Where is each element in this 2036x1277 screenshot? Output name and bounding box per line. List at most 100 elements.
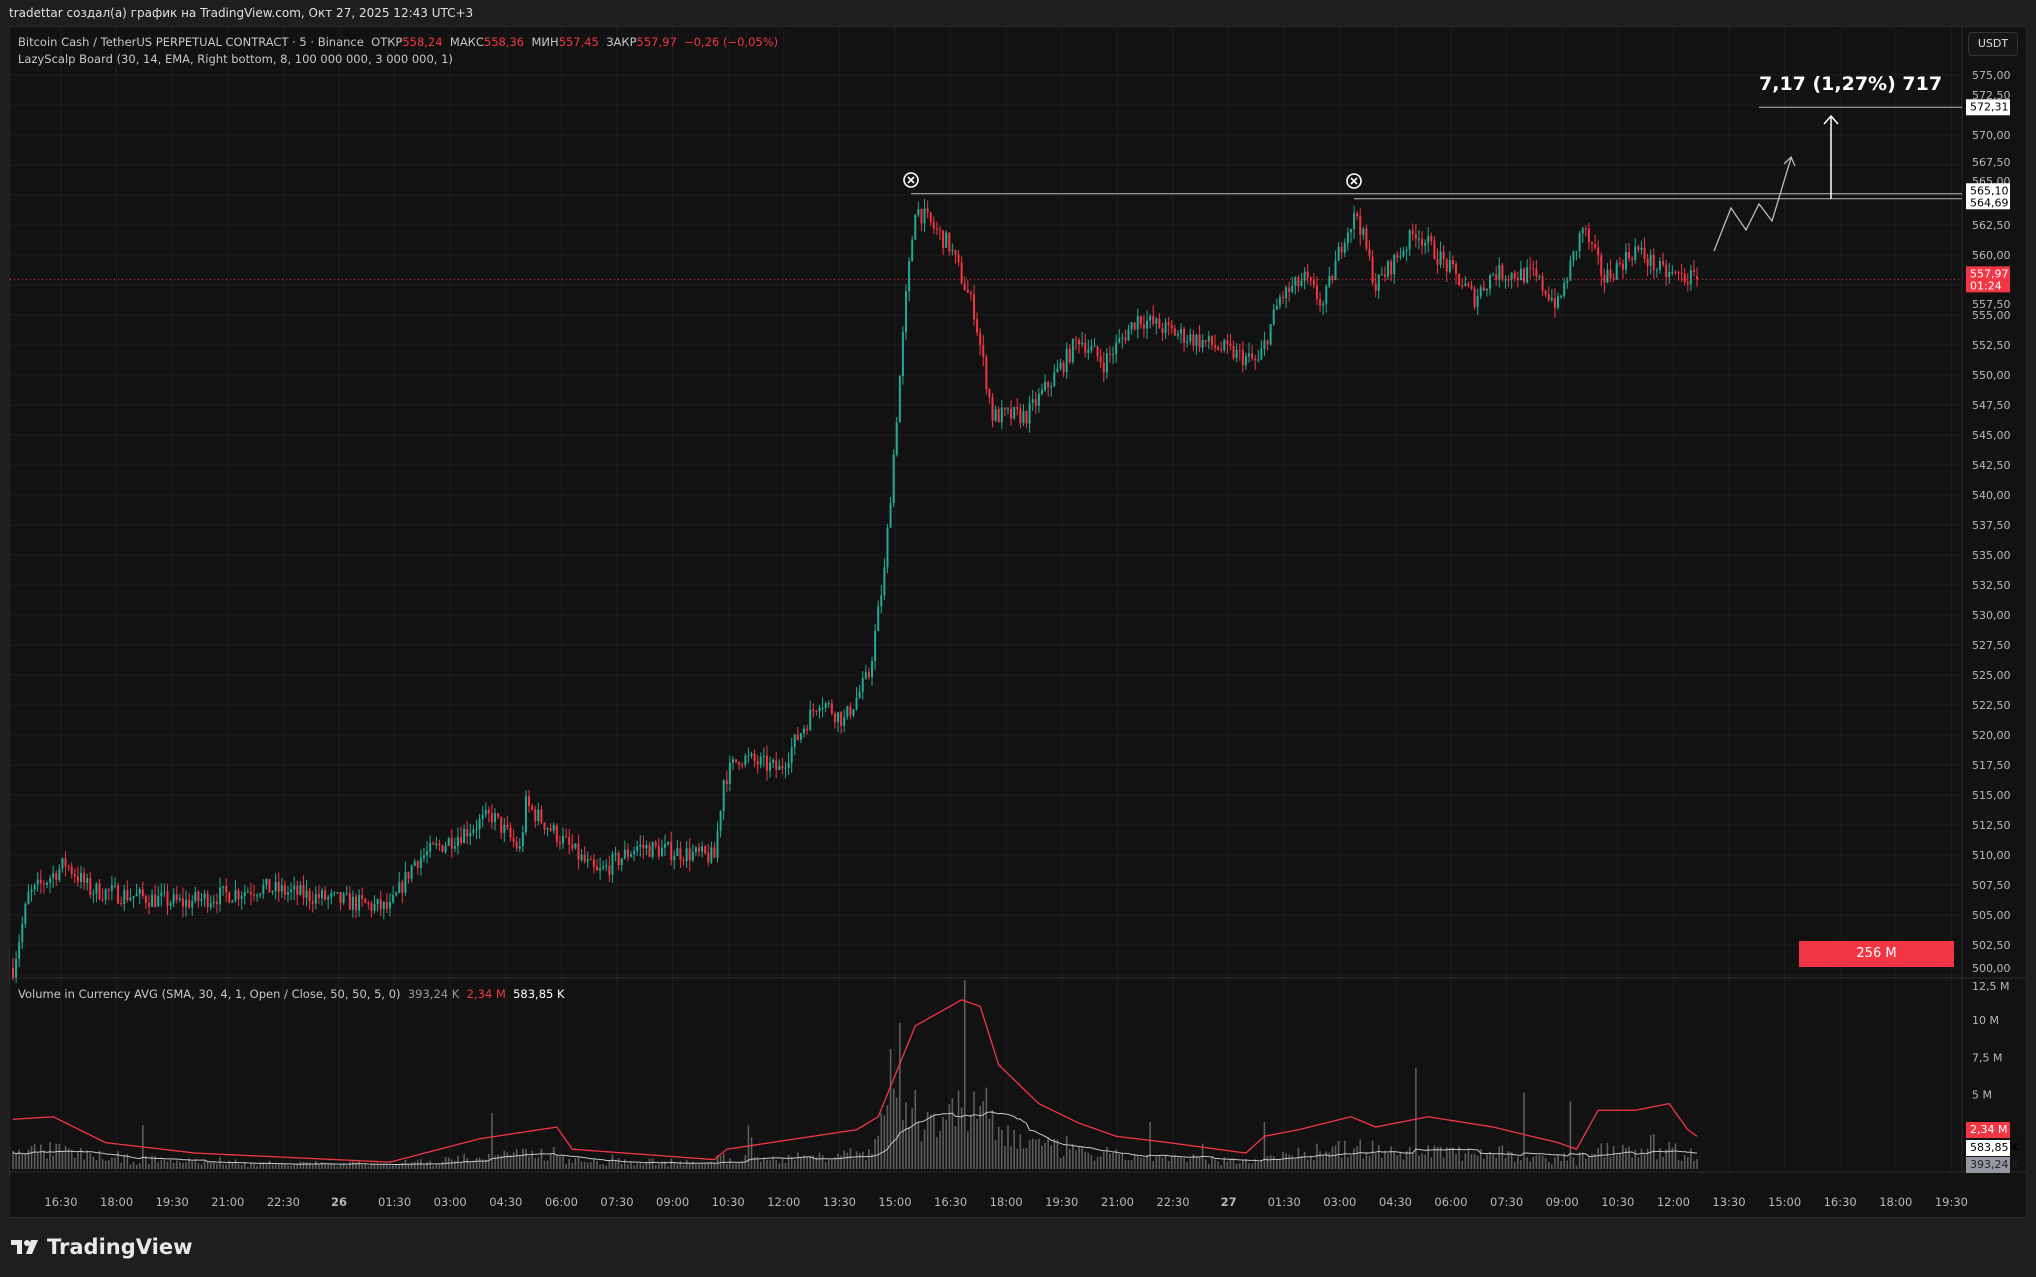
tradingview-logo-icon [11,1240,38,1254]
volume-bar [568,1158,570,1169]
candle-body [256,895,259,897]
candle-body [419,857,422,868]
price-tick-label: 560,00 [1972,249,2011,262]
candle-body [756,760,759,765]
price-tick-label: 540,00 [1972,489,2011,502]
volume-bar [478,1157,481,1169]
volume-bar [416,1160,419,1169]
candle-body [339,892,342,903]
candle-body [1340,247,1343,253]
candle-body [997,409,1000,423]
volume-bar [593,1158,595,1169]
volume-legend[interactable]: Volume in Currency AVG (SMA, 30, 4, 1, O… [18,987,565,1001]
candle-body [1686,282,1689,284]
volume-bar [1387,1153,1389,1169]
volume-bar [206,1160,209,1169]
volume-bar [562,1156,564,1169]
volume-bar [979,1106,981,1169]
candle-body [592,859,595,867]
candle-body [1022,411,1025,424]
volume-bar [1031,1138,1034,1169]
volume-bar [735,1163,737,1169]
candle-body [1649,254,1652,266]
candle-body [1130,322,1133,330]
volume-bar [1517,1156,1519,1169]
change-value: −0,26 (−0,05%) [684,35,779,49]
volume-bar [1449,1147,1451,1169]
candle-body [815,710,818,712]
volume-bar [138,1163,141,1169]
candle-body [722,780,725,811]
volume-badge: 583,85 K [1970,1141,2020,1154]
volume-bar [688,1162,691,1169]
symbol-legend[interactable]: Bitcoin Cash / TetherUS PERPETUAL CONTRA… [18,35,778,49]
candle-body [784,767,787,769]
volume-bar [216,1163,218,1169]
candle-body [478,819,481,830]
time-tick-label: 04:30 [1379,1195,1412,1209]
candle-body [52,873,55,879]
candle-body [30,889,33,892]
candle-body [1523,268,1526,283]
price-tick-label: 525,00 [1972,669,2011,682]
candle-body [1349,228,1352,233]
candle-body [197,891,200,901]
candle-body [1467,283,1470,286]
volume-value-3: 583,85 K [513,987,565,1001]
volume-bar [1062,1156,1065,1169]
candle-body [1640,247,1643,250]
volume-bar [608,1160,611,1169]
time-tick-label: 07:30 [1490,1195,1523,1209]
volume-bar [1059,1157,1062,1169]
candle-body [1590,242,1593,245]
volume-bar [324,1163,326,1169]
volume-bar [1554,1157,1556,1169]
volume-bar [778,1163,781,1169]
volume-bar [98,1150,101,1169]
candle-body [1000,407,1003,423]
candle-body [1476,296,1479,308]
indicator-legend[interactable]: LazyScalp Board (30, 14, EMA, Right bott… [18,52,453,66]
volume-bar [685,1159,688,1169]
volume-bar [759,1161,762,1169]
volume-bar [852,1159,855,1169]
volume-bar [413,1161,416,1169]
volume-bar [812,1155,815,1169]
currency-button[interactable]: USDT [1968,32,2018,56]
candle-body [475,829,478,831]
candle-body [1056,368,1059,373]
volume-bar [401,1162,404,1169]
candle-body [175,894,178,900]
tradingview-logo[interactable]: TradingView [11,1235,192,1259]
volume-bar [117,1151,119,1169]
candle-body [596,866,599,871]
candle-body [1328,276,1331,287]
volume-bar [1115,1149,1117,1169]
volume-axis: 12,5 M 10 M 7,5 M 5 M 2,34 M 583,85 K 393,24 K [1966,980,2020,1173]
candle-body [793,734,796,748]
volume-bar [1238,1162,1241,1169]
candle-body [98,883,101,900]
volume-bar [1594,1153,1596,1169]
volume-bar [1581,1152,1584,1169]
candle-body [670,842,673,861]
candle-body [1297,277,1300,287]
volume-bar [1659,1147,1661,1169]
candle-body [769,762,772,771]
volume-bar [725,1163,728,1169]
volume-bar [1102,1151,1105,1169]
volume-bar [512,1152,515,1169]
candle-body [861,678,864,692]
candle-body [920,209,923,224]
candle-body [1689,270,1692,284]
candle-body [1433,240,1436,260]
volume-bar [1640,1148,1643,1169]
volume-bar [1068,1149,1071,1169]
candle-body [1594,244,1597,248]
candle-body [466,829,469,837]
candle-body [1560,296,1563,298]
volume-bar [1177,1157,1179,1169]
candle-body [1322,303,1325,306]
volume-bar [36,1153,39,1169]
